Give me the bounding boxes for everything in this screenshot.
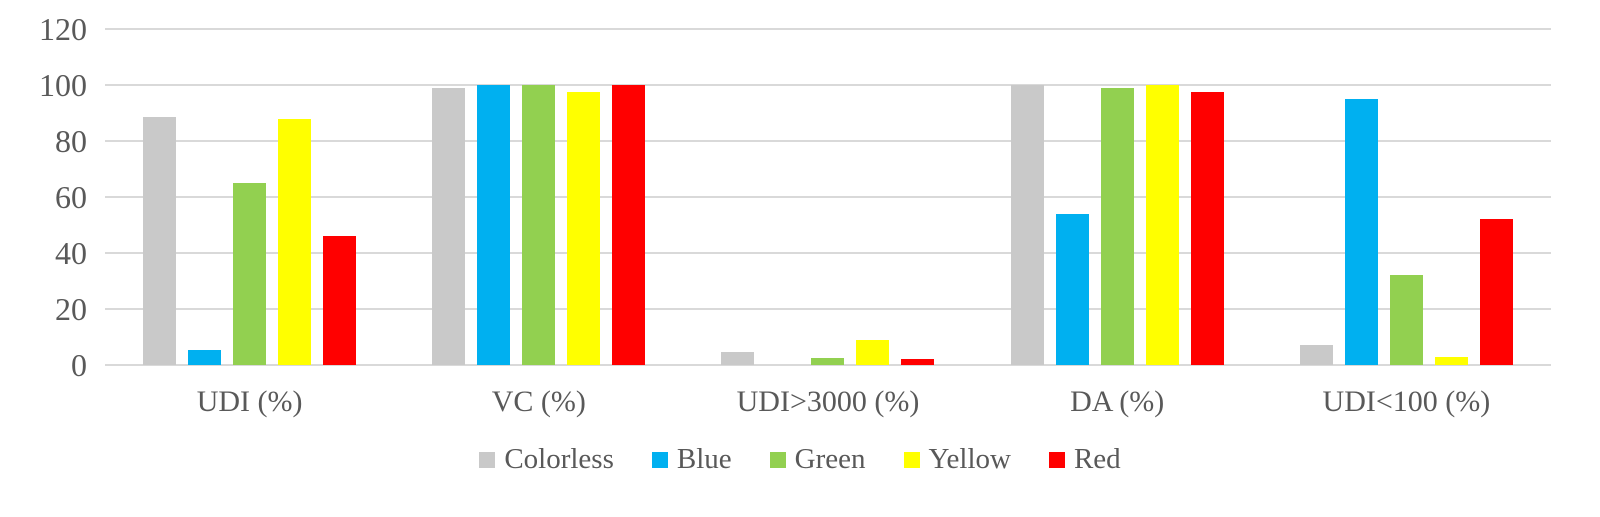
x-axis-label-udi: UDI (%) bbox=[196, 385, 303, 418]
gridline-0 bbox=[105, 364, 1551, 366]
bar-group-da bbox=[973, 29, 1262, 365]
gridline-120 bbox=[105, 28, 1551, 30]
bar-green-da bbox=[1100, 87, 1134, 365]
bar-colorless-udi bbox=[143, 117, 177, 365]
y-tick-label-20: 20 bbox=[55, 291, 87, 327]
legend-item-yellow: Yellow bbox=[903, 443, 1011, 476]
legend-item-green: Green bbox=[769, 443, 866, 476]
x-axis-label-udi-100: UDI<100 (%) bbox=[1322, 385, 1491, 418]
y-tick-label-100: 100 bbox=[39, 67, 87, 103]
legend: Colorless Blue Green Yellow Red bbox=[0, 443, 1600, 476]
bar-yellow-da bbox=[1145, 85, 1179, 365]
legend-item-red: Red bbox=[1048, 443, 1121, 476]
y-tick-label-0: 0 bbox=[71, 347, 87, 383]
y-tick-label-120: 120 bbox=[39, 11, 87, 47]
legend-label-red: Red bbox=[1073, 443, 1121, 475]
bar-red-udi-3000 bbox=[901, 359, 935, 365]
legend-swatch-icon-yellow bbox=[903, 451, 920, 468]
gridline-80 bbox=[105, 140, 1551, 142]
bar-blue-da bbox=[1055, 213, 1089, 365]
legend-swatch-icon-green bbox=[769, 451, 786, 468]
y-tick-label-40: 40 bbox=[55, 235, 87, 271]
bar-blue-udi bbox=[188, 349, 222, 365]
gridline-100 bbox=[105, 84, 1551, 86]
bar-colorless-da bbox=[1010, 85, 1044, 365]
bar-group-udi-3000 bbox=[683, 29, 972, 365]
x-axis-label-da: DA (%) bbox=[1070, 385, 1165, 418]
bar-green-udi bbox=[233, 183, 267, 365]
bar-group-udi bbox=[105, 29, 394, 365]
bar-red-vc bbox=[612, 85, 646, 365]
bar-green-udi-3000 bbox=[811, 358, 845, 365]
legend-swatch-icon-red bbox=[1048, 451, 1065, 468]
bar-yellow-udi bbox=[278, 118, 312, 365]
bar-red-udi-100 bbox=[1479, 219, 1513, 365]
bar-group-udi-100 bbox=[1262, 29, 1551, 365]
legend-item-colorless: Colorless bbox=[479, 443, 614, 476]
legend-swatch-icon-blue bbox=[651, 451, 668, 468]
bar-red-da bbox=[1190, 92, 1224, 365]
gridline-20 bbox=[105, 308, 1551, 310]
legend-label-blue: Blue bbox=[676, 443, 732, 475]
bar-green-udi-100 bbox=[1389, 275, 1423, 365]
gridline-60 bbox=[105, 196, 1551, 198]
y-tick-label-80: 80 bbox=[55, 123, 87, 159]
bar-colorless-udi-3000 bbox=[721, 352, 755, 365]
bar-blue-udi-100 bbox=[1344, 99, 1378, 365]
bar-colorless-udi-100 bbox=[1299, 345, 1333, 365]
x-axis-label-vc: VC (%) bbox=[491, 385, 586, 418]
gridline-40 bbox=[105, 252, 1551, 254]
legend-label-yellow: Yellow bbox=[928, 443, 1011, 475]
legend-label-colorless: Colorless bbox=[504, 443, 614, 475]
bar-colorless-vc bbox=[432, 87, 466, 365]
legend-item-blue: Blue bbox=[651, 443, 732, 476]
bar-yellow-vc bbox=[567, 92, 601, 365]
legend-swatch-icon-colorless bbox=[479, 451, 496, 468]
bar-group-vc bbox=[394, 29, 683, 365]
bar-blue-vc bbox=[477, 85, 511, 365]
x-axis-label-udi-3000: UDI>3000 (%) bbox=[736, 385, 920, 418]
bar-red-udi bbox=[323, 236, 357, 365]
bar-yellow-udi-100 bbox=[1434, 356, 1468, 365]
bar-green-vc bbox=[522, 85, 556, 365]
y-tick-label-60: 60 bbox=[55, 179, 87, 215]
legend-label-green: Green bbox=[794, 443, 866, 475]
bar-yellow-udi-3000 bbox=[856, 339, 890, 365]
